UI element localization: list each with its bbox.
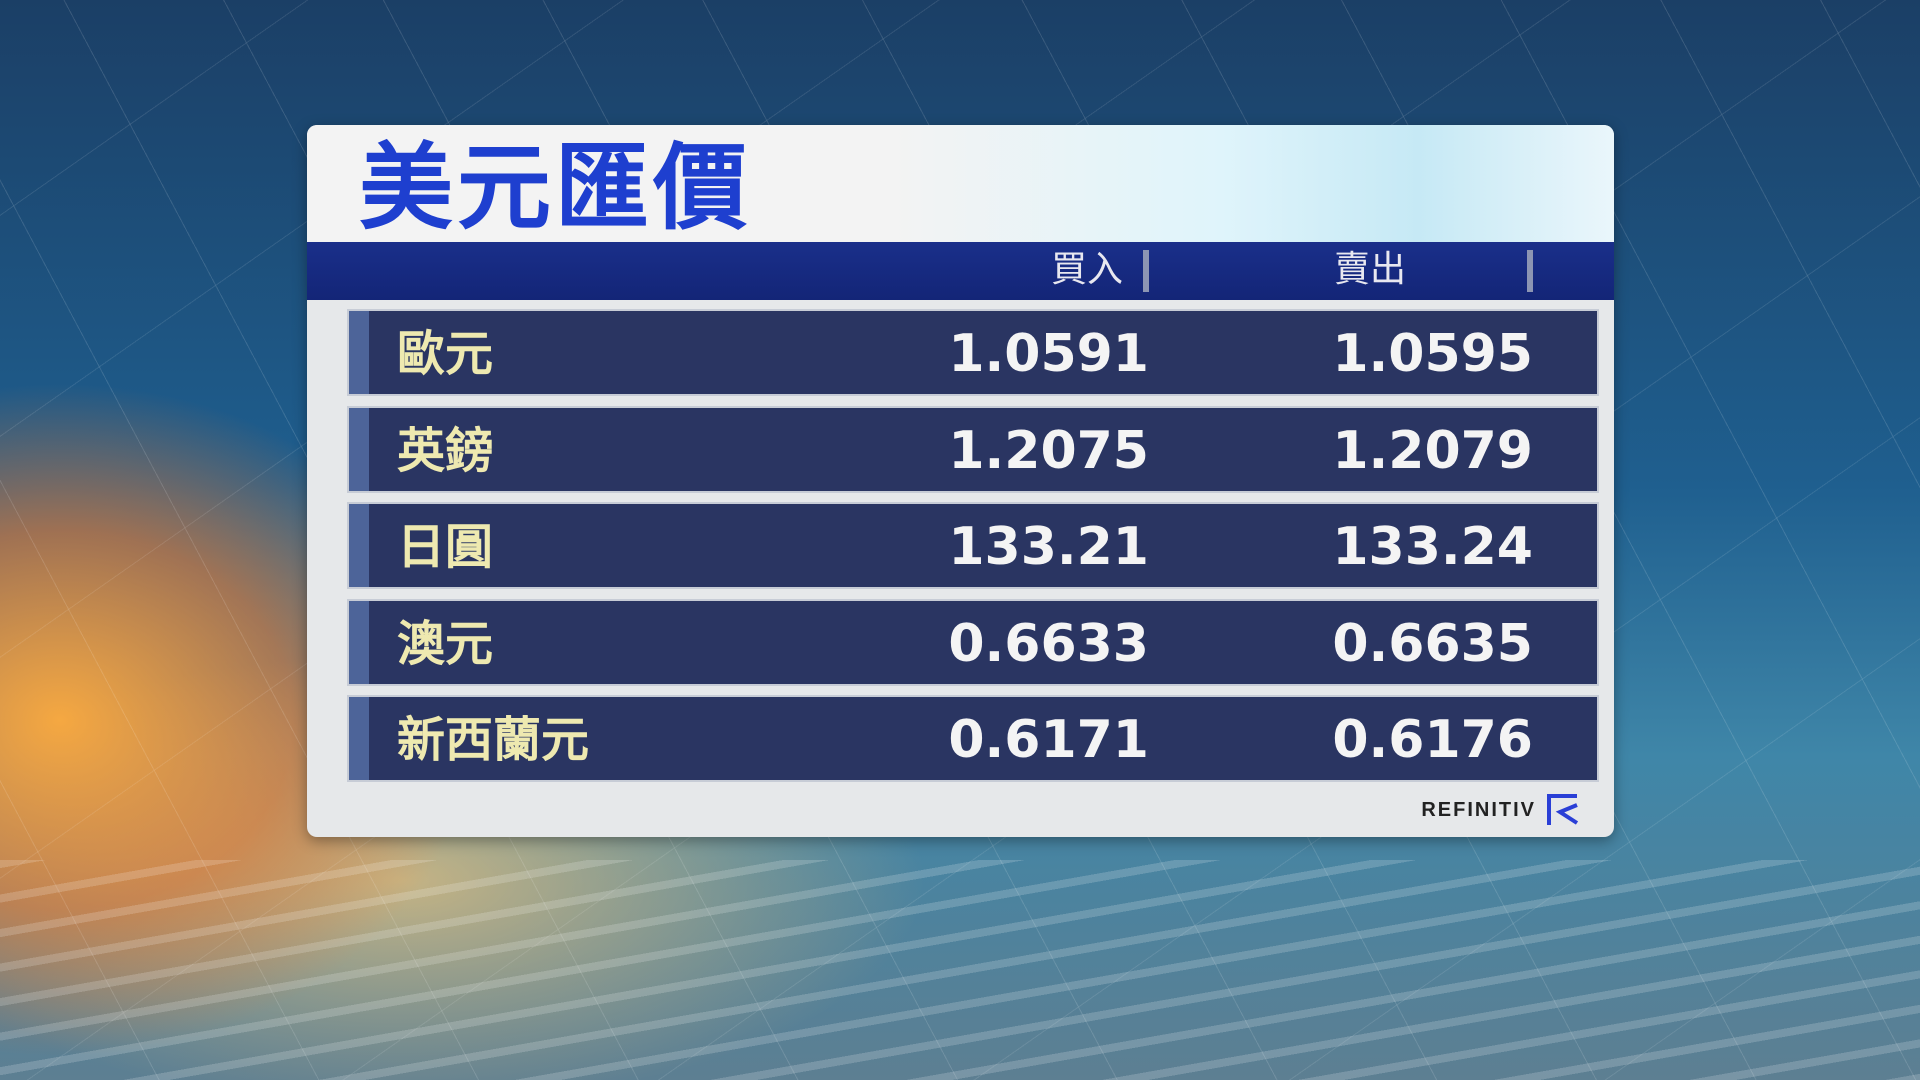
exchange-rate-panel: 美元匯價 買入 賣出 歐元 1.0591 1.0595 英鎊 1.2075 1.… [307,125,1614,837]
background-floor [0,860,1920,1080]
currency-label: 澳元 [397,616,494,672]
row-accent [349,601,369,684]
sell-value: 0.6176 [1332,710,1533,770]
column-separator [1143,250,1149,292]
buy-value: 0.6633 [948,614,1149,674]
sell-value: 0.6635 [1332,614,1533,674]
table-header: 買入 賣出 [307,242,1614,300]
buy-value: 133.21 [948,517,1149,577]
table-row: 澳元 0.6633 0.6635 [347,599,1599,686]
page-title: 美元匯價 [359,134,752,243]
table-row: 歐元 1.0591 1.0595 [347,309,1599,396]
refinitiv-logo-icon [1547,794,1579,825]
row-accent [349,697,369,780]
column-separator [1527,250,1533,292]
row-accent [349,311,369,394]
buy-value: 1.2075 [948,421,1149,481]
source-name: REFINITIV [1421,798,1536,821]
currency-label: 英鎊 [397,423,494,479]
currency-label: 日圓 [397,519,494,575]
row-accent [349,408,369,491]
column-header-sell: 賣出 [1333,249,1406,290]
title-band: 美元匯價 [307,125,1614,242]
table-row: 新西蘭元 0.6171 0.6176 [347,695,1599,782]
currency-label: 新西蘭元 [397,712,590,768]
sell-value: 1.2079 [1332,421,1533,481]
sell-value: 1.0595 [1332,324,1533,384]
buy-value: 0.6171 [948,710,1149,770]
row-accent [349,504,369,587]
source-logo: REFINITIV [1421,793,1580,827]
column-header-buy: 買入 [1050,249,1123,290]
sell-value: 133.24 [1332,517,1533,577]
buy-value: 1.0591 [948,324,1149,384]
table-row: 日圓 133.21 133.24 [347,502,1599,589]
currency-label: 歐元 [397,326,494,382]
table-row: 英鎊 1.2075 1.2079 [347,406,1599,493]
